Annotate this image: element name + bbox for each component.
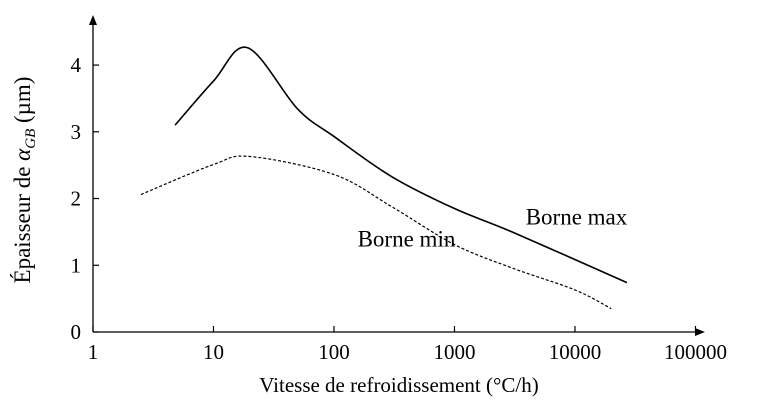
line-series	[174, 46, 628, 284]
y-axis-label: Épaisseur de αGB (µm)	[10, 77, 39, 284]
y-tick-label: 1	[71, 253, 82, 277]
x-tick-label: 1	[88, 340, 99, 364]
y-tick-label: 2	[71, 187, 82, 211]
y-axis-label-text: Épaisseur de	[10, 161, 35, 284]
x-tick-label: 100000	[664, 340, 727, 364]
x-tick-label: 100	[318, 340, 350, 364]
x-axis-arrow	[695, 328, 705, 336]
x-tick-label: 10	[203, 340, 224, 364]
y-axis-label-subscript: GB	[23, 129, 39, 149]
series-label: Borne max	[526, 205, 628, 230]
x-tick-label: 10000	[549, 340, 602, 364]
line-series	[140, 155, 612, 310]
y-axis-label-symbol: α	[10, 148, 35, 161]
y-tick-label: 3	[71, 120, 82, 144]
y-tick-label: 0	[71, 320, 82, 344]
series-label: Borne min	[358, 227, 456, 252]
x-axis-label: Vitesse de refroidissement (°C/h)	[259, 373, 538, 397]
y-tick-label: 4	[71, 53, 82, 77]
y-axis-arrow	[89, 15, 97, 25]
x-tick-label: 1000	[433, 340, 475, 364]
y-axis-label-unit: (µm)	[10, 77, 35, 129]
